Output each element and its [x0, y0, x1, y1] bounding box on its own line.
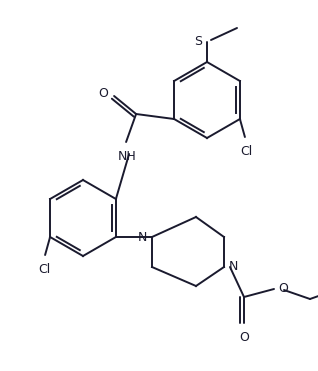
Text: S: S: [194, 35, 202, 47]
Text: O: O: [278, 282, 288, 295]
Text: O: O: [98, 86, 108, 99]
Text: N: N: [229, 260, 238, 273]
Text: NH: NH: [118, 150, 136, 163]
Text: N: N: [138, 230, 147, 243]
Text: O: O: [239, 331, 249, 344]
Text: Cl: Cl: [240, 145, 252, 158]
Text: Cl: Cl: [38, 263, 50, 276]
